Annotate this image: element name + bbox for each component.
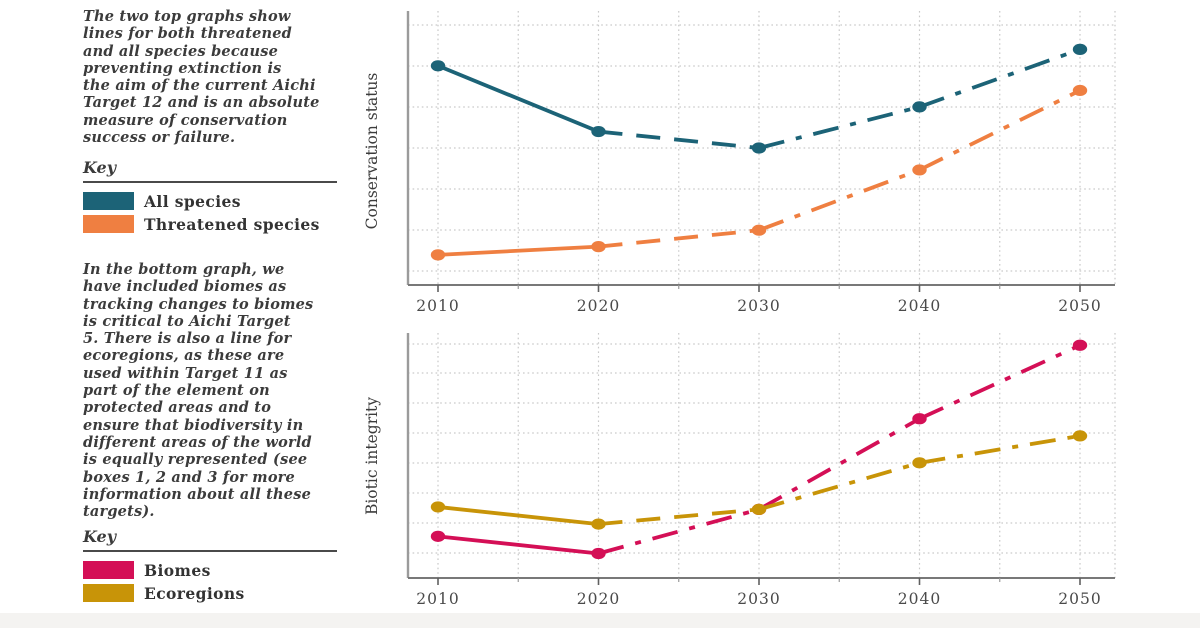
legend-label: Ecoregions: [144, 583, 245, 603]
key-section-biomes: Key Biomes Ecoregions: [83, 527, 337, 607]
legend-item-threatened-species: Threatened species: [83, 214, 337, 234]
x-tick-label: 2020: [577, 590, 620, 608]
series-segment: [437, 505, 599, 526]
data-point: [912, 413, 927, 425]
legend-item-ecoregions: Ecoregions: [83, 583, 337, 603]
series-segment: [598, 129, 760, 150]
data-point: [1072, 339, 1088, 351]
biotic-integrity-chart: 2010 2020 2030 2040 2050 Biotic integrity: [363, 333, 1116, 608]
x-ticks: 2010 2020 2030 2040 2050: [416, 578, 1101, 608]
data-point: [1072, 84, 1088, 97]
x-tick-label: 2040: [898, 297, 941, 315]
conservation-status-chart: 2010 2020 2030 2040 2050 Conservation status: [363, 11, 1116, 315]
data-point: [751, 224, 767, 236]
grid: [408, 333, 1116, 578]
data-point: [912, 101, 927, 113]
key-rule: [83, 550, 337, 552]
threatened-species-swatch: [83, 215, 134, 233]
data-point: [751, 142, 767, 154]
x-tick-label: 2050: [1058, 297, 1101, 315]
x-tick-label: 2020: [577, 297, 620, 315]
data-point: [430, 249, 446, 261]
data-point: [1072, 43, 1088, 55]
key-rule: [83, 181, 337, 183]
footer-bar: [0, 613, 1200, 628]
data-point: [1072, 430, 1088, 442]
x-ticks: 2010 2020 2030 2040 2050: [416, 285, 1101, 315]
series-segment: [437, 244, 599, 257]
y-axis-label: Biotic integrity: [363, 397, 381, 515]
intro-paragraph-top: The two top graphs show lines for both t…: [83, 8, 320, 147]
data-point: [430, 501, 446, 513]
key-title: Key: [83, 158, 117, 177]
series-all-species: [430, 43, 1088, 154]
key-section-species: Key All species Threatened species: [83, 158, 337, 238]
intro-paragraph-bottom: In the bottom graph, we have included bi…: [83, 261, 314, 521]
data-point: [912, 164, 927, 176]
key-title: Key: [83, 527, 117, 546]
biomes-swatch: [83, 561, 134, 579]
legend-label: Biomes: [144, 560, 211, 580]
data-point: [751, 503, 767, 515]
series-segment: [918, 88, 1081, 172]
series-segment: [919, 434, 1081, 465]
x-tick-label: 2010: [416, 590, 459, 608]
data-point: [591, 125, 606, 138]
data-point: [591, 241, 606, 253]
x-tick-label: 2010: [416, 297, 459, 315]
legend-label: Threatened species: [144, 214, 320, 234]
series-segment: [437, 534, 599, 556]
x-tick-label: 2040: [898, 590, 941, 608]
data-point: [430, 530, 446, 542]
y-axis-label: Conservation status: [363, 73, 381, 230]
data-point: [430, 60, 446, 72]
legend-item-biomes: Biomes: [83, 560, 337, 580]
legend-label: All species: [144, 191, 241, 211]
legend-item-all-species: All species: [83, 191, 337, 211]
grid: [408, 11, 1116, 285]
x-tick-label: 2050: [1058, 590, 1101, 608]
series-segment: [758, 417, 921, 512]
ecoregions-swatch: [83, 584, 134, 602]
series-threatened-species: [430, 84, 1088, 261]
series-ecoregions: [430, 430, 1088, 530]
x-tick-label: 2030: [737, 590, 780, 608]
all-species-swatch: [83, 192, 134, 210]
series-segment: [598, 507, 760, 526]
data-point: [912, 457, 927, 469]
series-segment: [598, 228, 760, 249]
data-point: [591, 518, 606, 530]
series-segment: [437, 64, 600, 134]
data-point: [591, 547, 606, 560]
x-tick-label: 2030: [737, 297, 780, 315]
